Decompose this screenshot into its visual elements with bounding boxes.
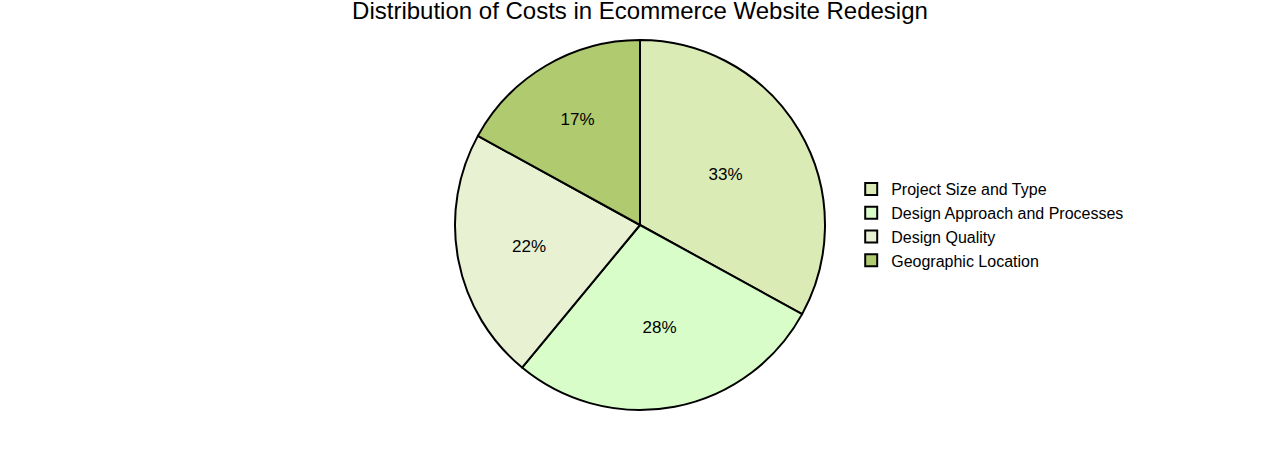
svg-text:33%: 33% — [709, 165, 743, 184]
svg-text:Design Approach and Processes: Design Approach and Processes — [891, 205, 1123, 222]
svg-text:Geographic Location: Geographic Location — [891, 253, 1039, 270]
svg-text:28%: 28% — [643, 318, 677, 337]
svg-text:22%: 22% — [512, 237, 546, 256]
svg-text:Project Size and Type: Project Size and Type — [891, 181, 1046, 198]
svg-text:Distribution of Costs in Ecomm: Distribution of Costs in Ecommerce Websi… — [352, 0, 928, 24]
svg-text:17%: 17% — [561, 110, 595, 129]
svg-text:Design Quality: Design Quality — [891, 229, 995, 246]
